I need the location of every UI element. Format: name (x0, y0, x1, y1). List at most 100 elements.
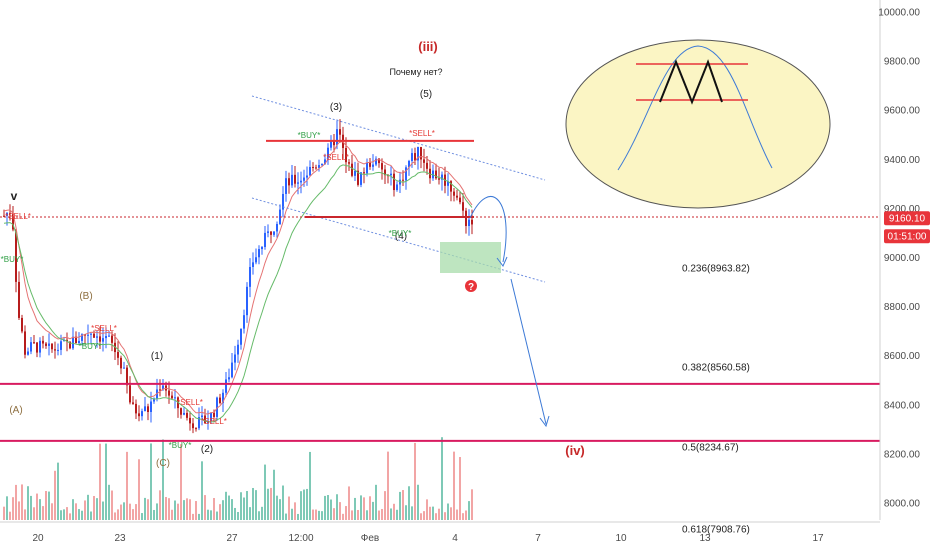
volume-bar (297, 513, 299, 520)
volume-bar (195, 501, 197, 520)
volume-bar (372, 501, 374, 520)
volume-bar (291, 508, 293, 520)
candle-body (51, 343, 53, 350)
candle-body (15, 229, 17, 282)
volume-bar (51, 503, 53, 520)
candle-body (72, 336, 74, 349)
volume-bar (21, 484, 23, 520)
volume-bar (330, 499, 332, 520)
target-zone-box (440, 242, 501, 273)
volume-bar (135, 504, 137, 520)
volume-bar (375, 484, 377, 520)
volume-bar (315, 509, 317, 520)
candle-body (234, 354, 236, 363)
volume-bar (342, 513, 344, 520)
candle-body (243, 315, 245, 329)
candle-body (54, 349, 56, 351)
candle-body (201, 415, 203, 418)
candle-body (39, 340, 41, 353)
volume-bar (408, 486, 410, 520)
volume-bar (324, 495, 326, 520)
candle-body (111, 335, 113, 343)
candle-body (270, 231, 272, 235)
sell-signal-label: *SELL* (201, 417, 227, 426)
volume-bar (165, 496, 167, 520)
volume-bar (69, 513, 71, 520)
fib-level-label: 0.382(8560.58) (682, 363, 750, 374)
candle-body (252, 262, 254, 268)
volume-bar (168, 498, 170, 520)
volume-bar (24, 509, 26, 520)
volume-bar (282, 485, 284, 520)
buy-signal-label: *BUY* (79, 342, 102, 351)
volume-bar (357, 509, 359, 520)
buy-signal-label: *BUY* (1, 255, 24, 264)
price-tick-label: 8000.00 (884, 499, 921, 510)
volume-bar (111, 490, 113, 520)
candle-body (108, 335, 110, 337)
inset-diagram (565, 39, 831, 209)
wave-label: (1) (151, 351, 163, 362)
candle-body (393, 173, 395, 191)
candle-body (69, 341, 71, 349)
volume-bar (183, 500, 185, 520)
volume-bar (225, 491, 227, 520)
candle-body (282, 193, 284, 210)
candle-body (81, 334, 83, 341)
candle-body (189, 417, 191, 424)
volume-bar (33, 507, 35, 520)
volume-bar (123, 502, 125, 520)
candle-body (99, 336, 101, 342)
candle-body (417, 147, 419, 161)
candle-body (210, 412, 212, 421)
volume-bar (78, 509, 80, 520)
candle-body (255, 257, 257, 263)
volume-bar (465, 510, 467, 520)
volume-bar (93, 495, 95, 520)
volume-bar (219, 504, 221, 520)
volume-bar (156, 503, 158, 520)
volume-bar (429, 506, 431, 520)
volume-bar (354, 497, 356, 520)
candle-body (246, 286, 248, 316)
major-wave-label: (iv) (565, 443, 585, 458)
channel-upper-line (251, 95, 546, 181)
volume-bar (435, 513, 437, 520)
volume-bar (279, 499, 281, 520)
candle-body (240, 328, 242, 345)
projection-arrowhead-2 (539, 415, 550, 428)
candle-body (429, 168, 431, 179)
volume-bar (312, 509, 314, 520)
volume-bar (177, 503, 179, 520)
volume-bar (438, 508, 440, 520)
candle-body (174, 397, 176, 399)
candle-body (9, 212, 11, 214)
candle-body (183, 412, 185, 415)
volume-bar (471, 489, 473, 520)
volume-bar (222, 500, 224, 520)
countdown-tag: 01:51:00 (884, 229, 930, 244)
volume-bar (303, 489, 305, 520)
candle-body (294, 174, 296, 184)
volume-bar (201, 461, 203, 520)
volume-bar (228, 495, 230, 520)
sell-signal-label: *SELL* (177, 398, 203, 407)
volume-bar (345, 506, 347, 520)
time-tick-label: 4 (452, 533, 458, 544)
time-tick-label: 12:00 (288, 533, 313, 544)
candle-body (123, 367, 125, 369)
candle-body (93, 333, 95, 338)
candle-body (219, 397, 221, 403)
candle-body (18, 281, 20, 318)
projection-curve-1 (469, 196, 507, 263)
candle-body (261, 246, 263, 250)
current-price-tag: 9160.10 (884, 211, 930, 226)
volume-bar (213, 498, 215, 520)
candle-body (450, 181, 452, 192)
wave-label: (C) (156, 458, 170, 469)
time-tick-label: 7 (535, 533, 541, 544)
volume-bar (84, 500, 86, 520)
ema-red-line (3, 141, 473, 415)
volume-bar (327, 495, 329, 520)
current-price-value: 9160.10 (889, 214, 926, 225)
